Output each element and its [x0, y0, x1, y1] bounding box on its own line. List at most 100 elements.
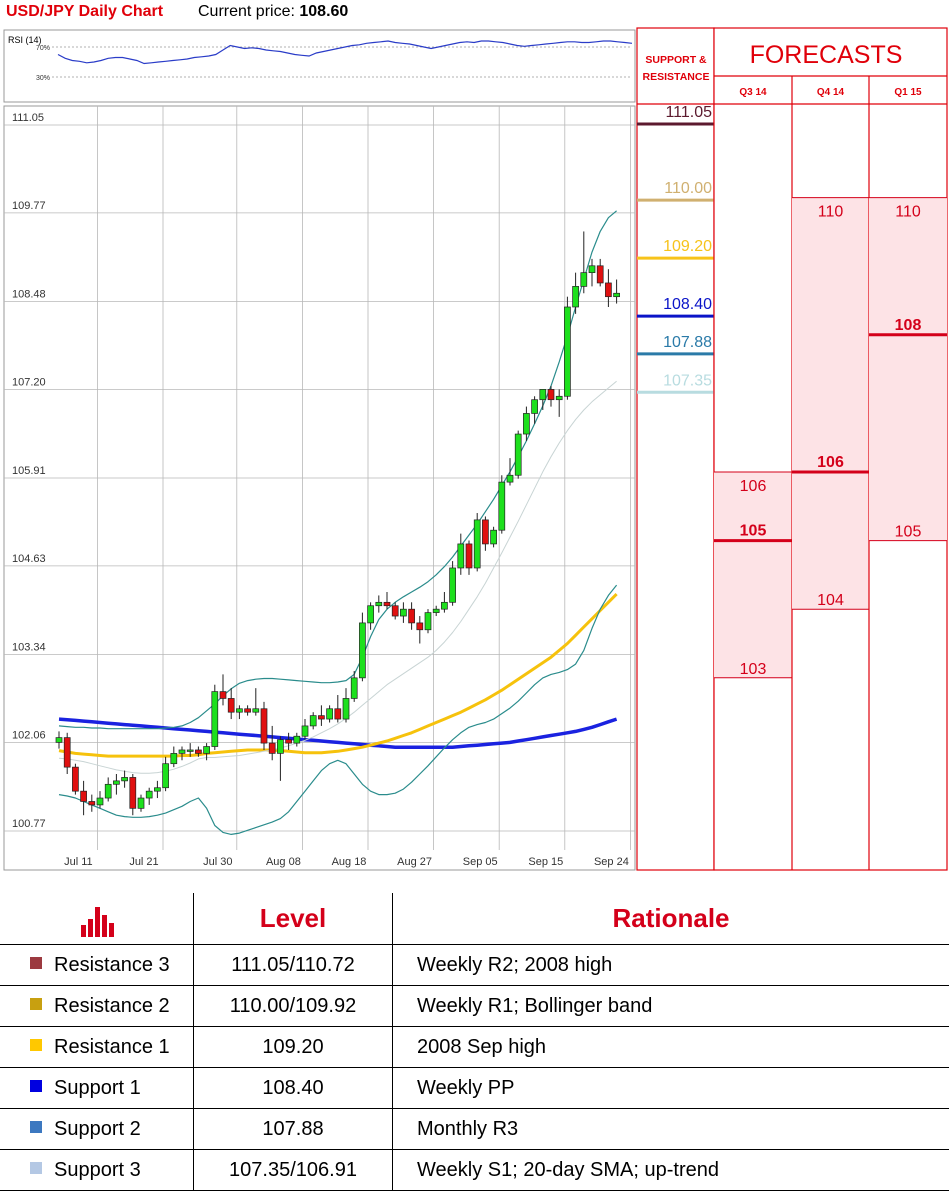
price-value: 108.60	[299, 3, 349, 20]
indicator-line	[58, 380, 617, 774]
candle	[350, 670, 358, 702]
chart-canvas: RSI (14) 70% 30% 111.05 109.77 108.48 107.2…	[3, 27, 948, 871]
candle	[564, 296, 571, 400]
candle	[547, 385, 555, 407]
level-value: 110.00/109.92	[193, 985, 393, 1027]
price-chart: 111.05 109.77 108.48 107.20 105.91 104.63 103.…	[3, 105, 636, 871]
candle	[424, 609, 432, 634]
level-rationale: Weekly S1; 20-day SMA; up-trend	[392, 1149, 949, 1191]
y-tick-label: 100.77	[12, 818, 46, 830]
candle	[605, 269, 612, 307]
rsi-label: RSI (14)	[8, 35, 42, 45]
candle	[268, 725, 276, 761]
level-name: Support 1	[54, 1076, 141, 1099]
forecast-value: 110	[818, 204, 844, 221]
forecast-range-box	[792, 197, 869, 610]
level-value: 108.40	[193, 1067, 393, 1109]
candle	[441, 592, 448, 613]
level-swatch	[30, 1121, 42, 1134]
chart-header: USD/JPY Daily Chart Current price: 108.6…	[0, 0, 640, 28]
forecast-range-box	[714, 472, 792, 678]
candle	[186, 743, 194, 757]
sr-level-label: 110.00	[664, 180, 712, 197]
x-tick-label: Jul 21	[129, 856, 158, 868]
level-rationale: Weekly R1; Bollinger band	[392, 985, 949, 1027]
candle	[588, 258, 596, 287]
candle	[457, 533, 465, 575]
rsi-line	[57, 40, 633, 65]
indicator-line	[58, 210, 617, 730]
y-tick-label: 109.77	[12, 200, 46, 212]
table-row: Support 2 107.88 Monthly R3	[0, 1108, 949, 1150]
candle	[342, 688, 350, 723]
candle	[113, 773, 120, 795]
forecast-col-header: Q4 14	[817, 87, 845, 98]
indicator-line	[58, 593, 618, 758]
x-tick-label: Sep 15	[528, 856, 563, 868]
level-name: Resistance 1	[54, 1035, 170, 1058]
candle	[162, 756, 169, 792]
y-tick-label: 108.48	[12, 289, 46, 301]
candle	[523, 406, 530, 441]
sr-header-line2: RESISTANCE	[643, 71, 710, 83]
level-rationale: 2008 Sep high	[392, 1026, 949, 1068]
candle	[211, 684, 219, 750]
candle	[137, 794, 145, 812]
candle	[129, 773, 137, 816]
candle	[531, 396, 538, 424]
candle	[506, 458, 514, 486]
table-header-row: Level Rationale	[0, 893, 949, 945]
table-row: Support 1 108.40 Weekly PP	[0, 1067, 949, 1109]
level-name: Resistance 3	[54, 953, 170, 976]
level-swatch	[30, 998, 42, 1011]
y-tick-label: 105.91	[12, 465, 46, 477]
sr-level-label: 111.05	[665, 104, 712, 121]
candle	[367, 602, 374, 630]
x-tick-label: Sep 05	[463, 856, 498, 868]
rsi-level-30: 30%	[36, 75, 50, 82]
y-tick-label: 107.20	[12, 376, 46, 388]
chart-title: USD/JPY Daily Chart	[6, 3, 164, 20]
x-tick-label: Aug 18	[332, 856, 367, 868]
candle	[391, 602, 399, 620]
candle	[490, 526, 497, 548]
candle	[596, 258, 604, 287]
support-resistance-panel: SUPPORT & RESISTANCE 111.05 110.00 109.20 1…	[636, 27, 715, 871]
level-swatch	[30, 1039, 42, 1052]
forecast-value: 105	[740, 523, 767, 540]
forecast-value: 110	[895, 204, 921, 221]
candle	[359, 612, 366, 682]
candle	[580, 231, 588, 294]
level-swatch	[30, 1162, 42, 1175]
level-rationale: Monthly R3	[392, 1108, 949, 1150]
candle	[285, 732, 292, 750]
level-rationale: Weekly PP	[392, 1067, 949, 1109]
candle	[252, 688, 260, 716]
candle	[449, 561, 456, 606]
candle	[514, 430, 522, 479]
sr-level-label: 107.35	[663, 372, 712, 389]
level-value: 107.35/106.91	[193, 1149, 393, 1191]
candle	[309, 712, 317, 730]
level-name: Support 2	[54, 1117, 141, 1140]
x-tick-label: Aug 27	[397, 856, 432, 868]
candle	[236, 705, 243, 720]
table-row: Resistance 3 111.05/110.72 Weekly R2; 2008…	[0, 944, 949, 986]
candle	[326, 705, 333, 723]
candle	[260, 701, 268, 750]
sr-level-label: 109.20	[663, 238, 712, 255]
candle	[145, 787, 153, 805]
table-row: Resistance 1 109.20 2008 Sep high	[0, 1026, 949, 1068]
candle	[195, 746, 202, 757]
forecast-value: 108	[895, 317, 922, 334]
table-row: Resistance 2 110.00/109.92 Weekly R1; Boll…	[0, 985, 949, 1027]
candle	[277, 736, 284, 781]
candle	[334, 695, 342, 723]
forecasts-panel: FORECASTS Q3 14 106 105 103 Q4 14 110 106 104 Q1…	[713, 27, 948, 871]
level-rationale: Weekly R2; 2008 high	[392, 944, 949, 986]
y-tick-label: 104.63	[12, 553, 46, 565]
candle	[400, 602, 407, 623]
candle	[170, 746, 178, 768]
level-table: Level Rationale Resistance 3 111.05/110.7…	[0, 893, 951, 1191]
candle	[432, 605, 440, 617]
